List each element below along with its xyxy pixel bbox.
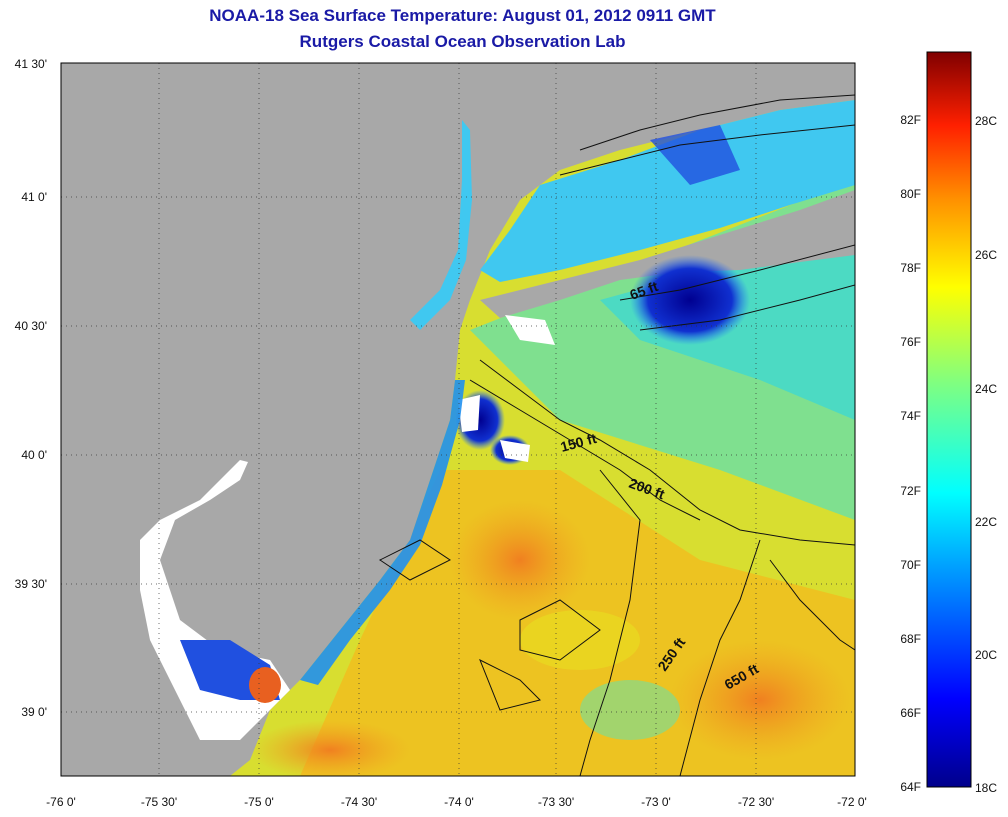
colorbar-c-label: 28C [975, 114, 997, 128]
lon-tick-label: -72 0' [837, 795, 867, 809]
lon-tick-label: -74 30' [341, 795, 377, 809]
colorbar-f-label: 82F [900, 113, 921, 127]
colorbar-c-label: 20C [975, 648, 997, 662]
map-frame [60, 62, 856, 777]
lon-tick-label: -75 0' [244, 795, 274, 809]
lat-tick-label: 41 0' [21, 190, 47, 204]
lat-tick-label: 41 30' [15, 57, 47, 71]
colorbar-f-label: 66F [900, 706, 921, 720]
lat-tick-label: 40 30' [15, 319, 47, 333]
lat-tick-label: 39 0' [21, 705, 47, 719]
lon-tick-label: -72 30' [738, 795, 774, 809]
colorbar-f-label: 70F [900, 558, 921, 572]
colorbar-f-label: 72F [900, 484, 921, 498]
colorbar-f-label: 74F [900, 409, 921, 423]
lat-tick-label: 40 0' [21, 448, 47, 462]
colorbar-c-label: 26C [975, 248, 997, 262]
colorbar-c-label: 24C [975, 382, 997, 396]
lon-tick-label: -73 30' [538, 795, 574, 809]
lon-tick-label: -74 0' [444, 795, 474, 809]
colorbar-f-label: 80F [900, 187, 921, 201]
lon-tick-label: -73 0' [641, 795, 671, 809]
colorbar-c-label: 22C [975, 515, 997, 529]
colorbar-f-label: 78F [900, 261, 921, 275]
land-area [61, 63, 855, 776]
lat-tick-label: 39 30' [15, 577, 47, 591]
colorbar-f-label: 68F [900, 632, 921, 646]
map-subtitle: Rutgers Coastal Ocean Observation Lab [299, 32, 626, 51]
colorbar [926, 51, 972, 788]
lon-tick-label: -75 30' [141, 795, 177, 809]
colorbar-f-label: 64F [900, 780, 921, 794]
lon-tick-label: -76 0' [46, 795, 76, 809]
colorbar-f-label: 76F [900, 335, 921, 349]
colorbar-c-label: 18C [975, 781, 997, 795]
map-title: NOAA-18 Sea Surface Temperature: August … [209, 6, 716, 25]
